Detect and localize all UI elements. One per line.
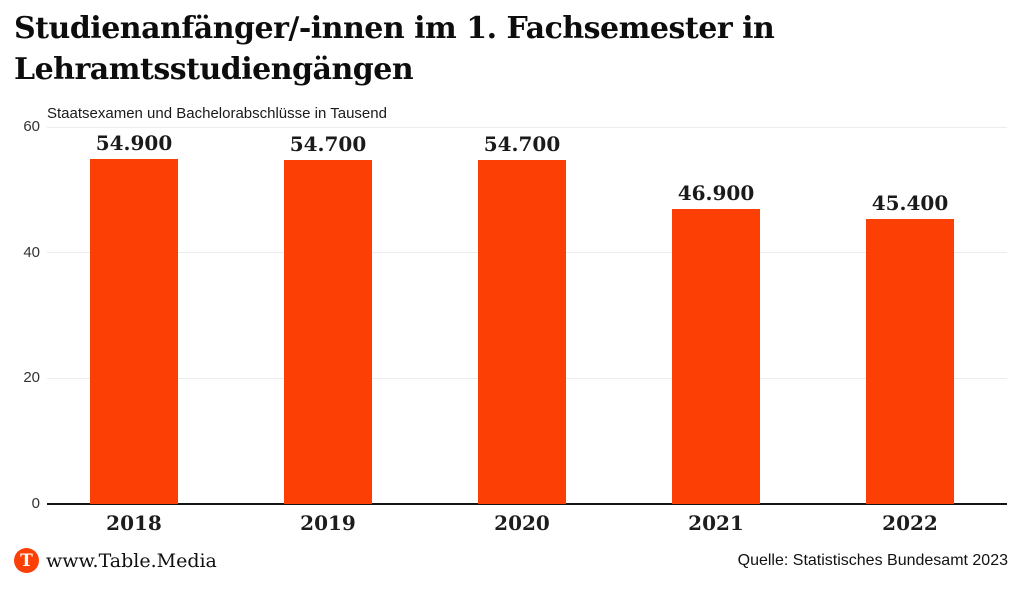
bar-2020 — [478, 160, 566, 504]
footer: T www.Table.Media Quelle: Statistisches … — [14, 548, 1008, 578]
bar-2018 — [90, 159, 178, 504]
table-media-logo-icon: T — [14, 548, 39, 573]
chart-title: Studienanfänger/-innen im 1. Fachsemeste… — [14, 11, 775, 87]
bar-value-label-2020: 54.700 — [483, 132, 561, 157]
y-tick-label-0: 0 — [31, 495, 40, 512]
x-tick-label-2019: 2019 — [300, 511, 356, 535]
brand: T www.Table.Media — [14, 548, 217, 573]
y-tick-label-20: 20 — [23, 369, 40, 387]
x-tick-label-2020: 2020 — [494, 511, 550, 535]
bar-2022 — [866, 218, 954, 504]
y-tick-label-60: 60 — [23, 118, 40, 135]
bar-2021 — [672, 209, 760, 504]
x-tick-label-2021: 2021 — [688, 511, 744, 535]
source-attribution: Quelle: Statistisches Bundesamt 2023 — [737, 552, 1008, 569]
x-tick-label-2018: 2018 — [106, 511, 162, 535]
chart-subtitle: Staatsexamen und Bachelorabschlüsse in T… — [47, 105, 387, 122]
brand-site-text: www.Table.Media — [46, 549, 217, 572]
gridline-y60 — [47, 126, 1007, 128]
y-tick-label-40: 40 — [23, 243, 40, 261]
plot-area: 54.900 54.700 54.700 46.900 45.400 — [37, 126, 1007, 505]
bar-value-label-2022: 45.400 — [871, 190, 949, 215]
bar-value-label-2018: 54.900 — [95, 131, 173, 156]
x-axis-line — [47, 503, 1007, 505]
x-tick-label-2022: 2022 — [882, 511, 938, 535]
bar-value-label-2021: 46.900 — [677, 181, 755, 206]
bar-2019 — [284, 160, 372, 504]
bar-value-label-2019: 54.700 — [289, 132, 367, 157]
